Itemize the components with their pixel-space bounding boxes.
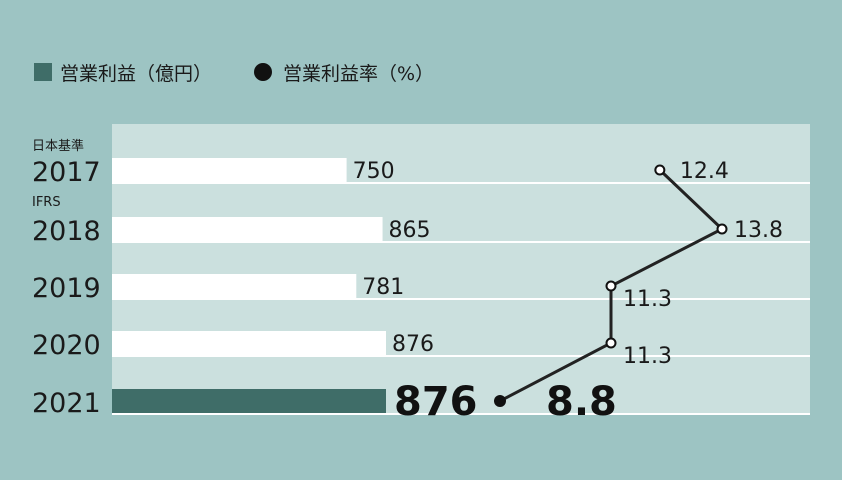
bar	[112, 217, 383, 241]
line-point	[494, 395, 506, 407]
bar	[112, 274, 357, 298]
bar	[112, 389, 386, 413]
bar-value-label: 865	[389, 218, 431, 243]
year-label: 2020	[32, 330, 101, 361]
line-value-label: 13.8	[734, 218, 783, 243]
line-value-label: 8.8	[546, 379, 617, 425]
line-value-label: 11.3	[623, 287, 672, 312]
bar	[112, 331, 386, 355]
bar-value-label: 876	[392, 332, 434, 357]
bar-value-label: 750	[353, 159, 395, 184]
bar-value-label: 876	[394, 379, 478, 425]
legend-bar-swatch	[34, 63, 52, 81]
legend-line-label: 営業利益率（%）	[283, 63, 434, 85]
bar-value-label: 781	[362, 275, 404, 300]
line-value-label: 11.3	[623, 344, 672, 369]
line-point	[605, 280, 617, 292]
line-point	[716, 223, 728, 235]
year-label: 2017	[32, 157, 101, 188]
line-point	[605, 337, 617, 349]
legend-line-swatch	[254, 63, 272, 81]
legend-bar-label: 営業利益（億円）	[60, 63, 212, 85]
line-point	[654, 164, 666, 176]
note-japan-gaap: 日本基準	[32, 138, 84, 154]
year-label: 2021	[32, 388, 101, 419]
bar	[112, 158, 347, 182]
year-label: 2018	[32, 216, 101, 247]
line-value-label: 12.4	[680, 159, 729, 184]
year-label: 2019	[32, 273, 101, 304]
note-ifrs: IFRS	[32, 195, 61, 210]
